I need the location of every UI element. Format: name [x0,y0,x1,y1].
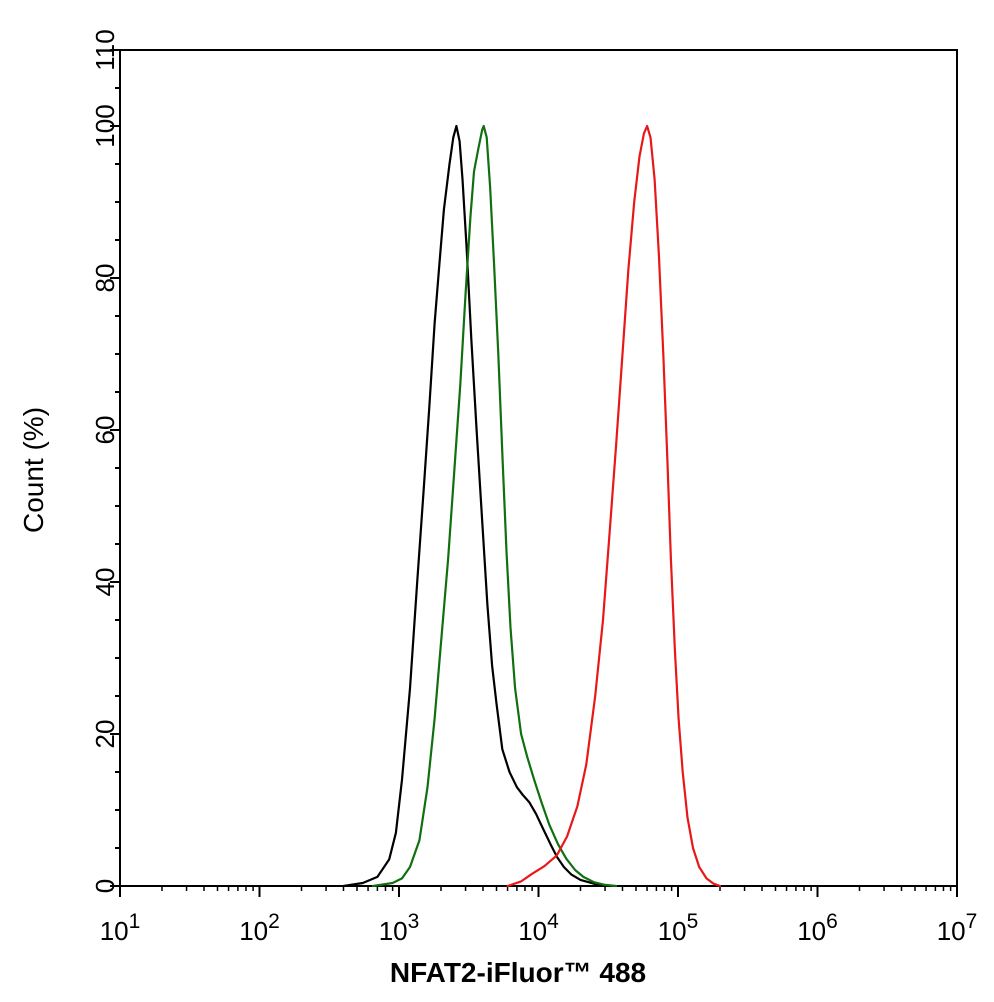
series-line-1 [342,124,607,888]
x-tick-exponent: 1 [129,910,141,933]
x-tick-base: 10 [239,916,268,946]
series-layer [342,124,722,888]
y-tick-label: 20 [90,720,120,749]
series-line-3 [506,124,722,888]
y-axis-ticks: 0 20 40 60 80 100 110 [90,29,120,893]
x-tick-label: 106 [797,910,838,946]
x-tick-exponent: 2 [268,910,280,933]
series-line-2 [371,124,618,888]
x-tick-label: 101 [100,910,141,946]
x-tick-exponent: 5 [687,910,699,933]
plot-frame [119,49,958,887]
x-axis-title: NFAT2-iFluor™ 488 [390,957,646,988]
x-tick-exponent: 4 [547,910,559,933]
x-tick-base: 10 [797,916,826,946]
y-tick-label: 80 [90,264,120,293]
x-tick-label: 103 [379,910,420,946]
x-tick-exponent: 6 [826,910,838,933]
x-tick-label: 107 [937,910,978,946]
x-tick-label: 104 [518,910,559,946]
x-tick-exponent: 3 [408,910,420,933]
y-tick-label: 40 [90,568,120,597]
x-tick-base: 10 [100,916,129,946]
y-tick-label: 110 [90,29,120,70]
x-tick-base: 10 [518,916,547,946]
y-tick-label: 100 [90,104,120,147]
x-tick-label: 105 [658,910,699,946]
x-tick-base: 10 [658,916,687,946]
x-axis-ticks: 101 102 103 104 105 106 107 [100,886,978,946]
y-axis-title: Count (%) [18,407,49,533]
x-tick-label: 102 [239,910,280,946]
x-tick-base: 10 [937,916,966,946]
y-tick-label: 60 [90,416,120,445]
x-tick-exponent: 7 [966,910,978,933]
y-tick-label: 0 [90,879,120,893]
x-tick-base: 10 [379,916,408,946]
